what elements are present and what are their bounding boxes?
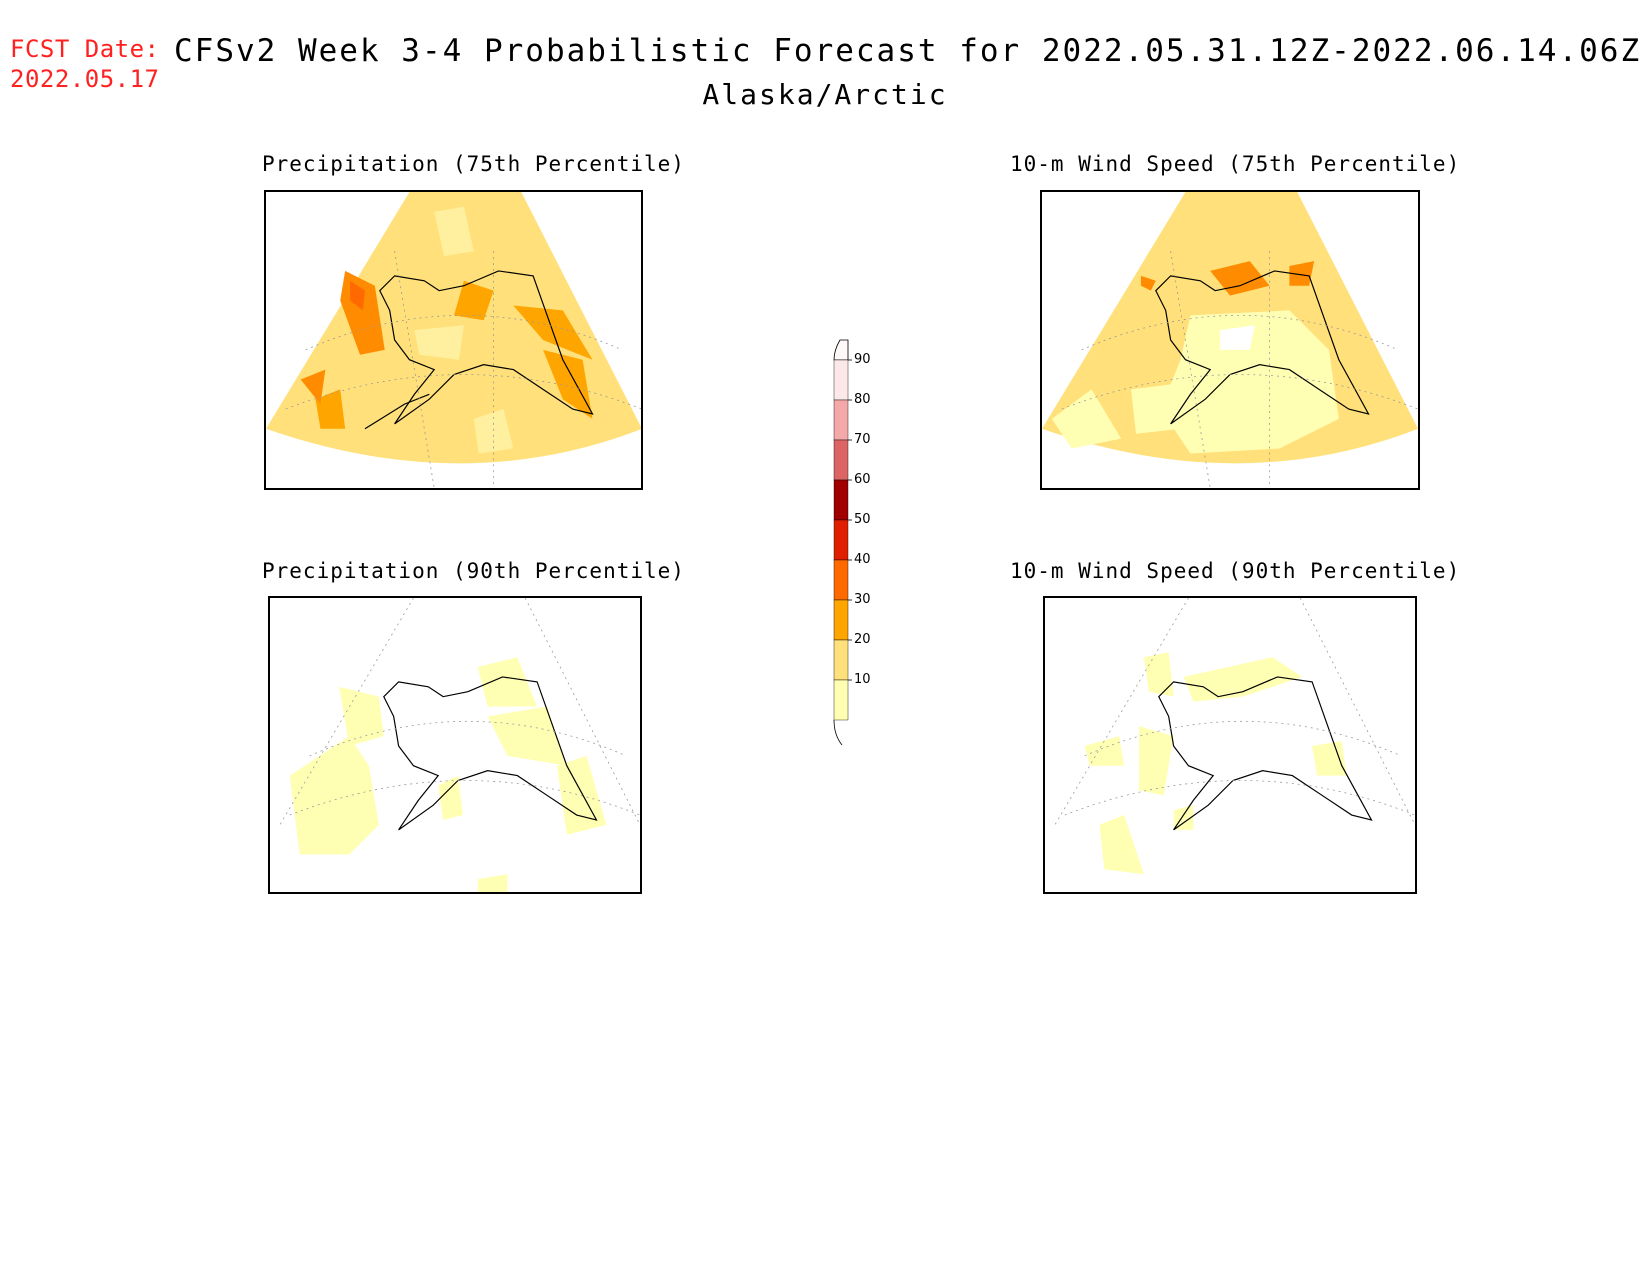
panel-title-precip-75: Precipitation (75th Percentile) [262, 152, 685, 176]
colorbar-tick-label: 20 [854, 632, 871, 647]
panel-title-precip-90: Precipitation (90th Percentile) [262, 559, 685, 583]
map-precip-90 [268, 596, 642, 894]
panel-title-wind-90: 10-m Wind Speed (90th Percentile) [1010, 559, 1461, 583]
colorbar-tick-label: 60 [854, 472, 871, 487]
region-subtitle: Alaska/Arctic [702, 78, 948, 111]
fcst-date-label: FCST Date: [10, 35, 160, 63]
colorbar-tick-label: 90 [854, 352, 871, 367]
colorbar-tick-label: 30 [854, 592, 871, 607]
colorbar-segment [833, 519, 849, 561]
forecast-date: FCST Date: 2022.05.17 [10, 34, 160, 94]
colorbar-segment [833, 639, 849, 681]
colorbar-tick-label: 50 [854, 512, 871, 527]
colorbar: 90 80 70 60 50 40 30 20 10 [820, 330, 880, 750]
colorbar-segment [833, 599, 849, 641]
panel-title-wind-75: 10-m Wind Speed (75th Percentile) [1010, 152, 1461, 176]
colorbar-segment [833, 679, 849, 721]
colorbar-segment [833, 399, 849, 441]
colorbar-tick-label: 40 [854, 552, 871, 567]
colorbar-segment [833, 439, 849, 481]
map-wind-75 [1040, 190, 1420, 490]
map-wind-90 [1043, 596, 1417, 894]
colorbar-tick-label: 10 [854, 672, 871, 687]
colorbar-segment [833, 359, 849, 401]
colorbar-segment [833, 479, 849, 521]
fcst-date-value: 2022.05.17 [10, 65, 160, 93]
colorbar-tick-label: 70 [854, 432, 871, 447]
colorbar-tick-label: 80 [854, 392, 871, 407]
page-title: CFSv2 Week 3-4 Probabilistic Forecast fo… [174, 33, 1642, 69]
map-precip-75 [264, 190, 643, 490]
colorbar-segment [833, 559, 849, 601]
